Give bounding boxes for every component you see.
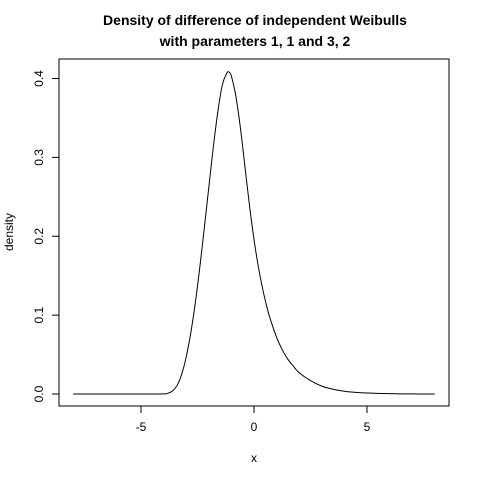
x-tick-label: 0 (251, 420, 258, 434)
y-tick-label: 0.0 (32, 385, 46, 402)
plot-frame (58, 58, 450, 407)
y-tick-label: 0.4 (32, 70, 46, 87)
y-axis-label: density (2, 213, 16, 251)
x-tick-label: 5 (364, 420, 371, 434)
y-tick-label: 0.1 (32, 306, 46, 323)
chart-title-line-2: with parameters 1, 1 and 3, 2 (159, 33, 351, 49)
y-tick-label: 0.3 (32, 149, 46, 166)
y-tick-label: 0.2 (32, 228, 46, 245)
density-line (73, 71, 435, 395)
x-axis: -5 0 5 (136, 405, 371, 434)
y-axis: 0.0 0.1 0.2 0.3 0.4 (32, 70, 60, 402)
x-axis-label: x (251, 451, 257, 465)
x-tick-label: -5 (136, 420, 147, 434)
chart-title-line-1: Density of difference of independent Wei… (103, 12, 407, 28)
